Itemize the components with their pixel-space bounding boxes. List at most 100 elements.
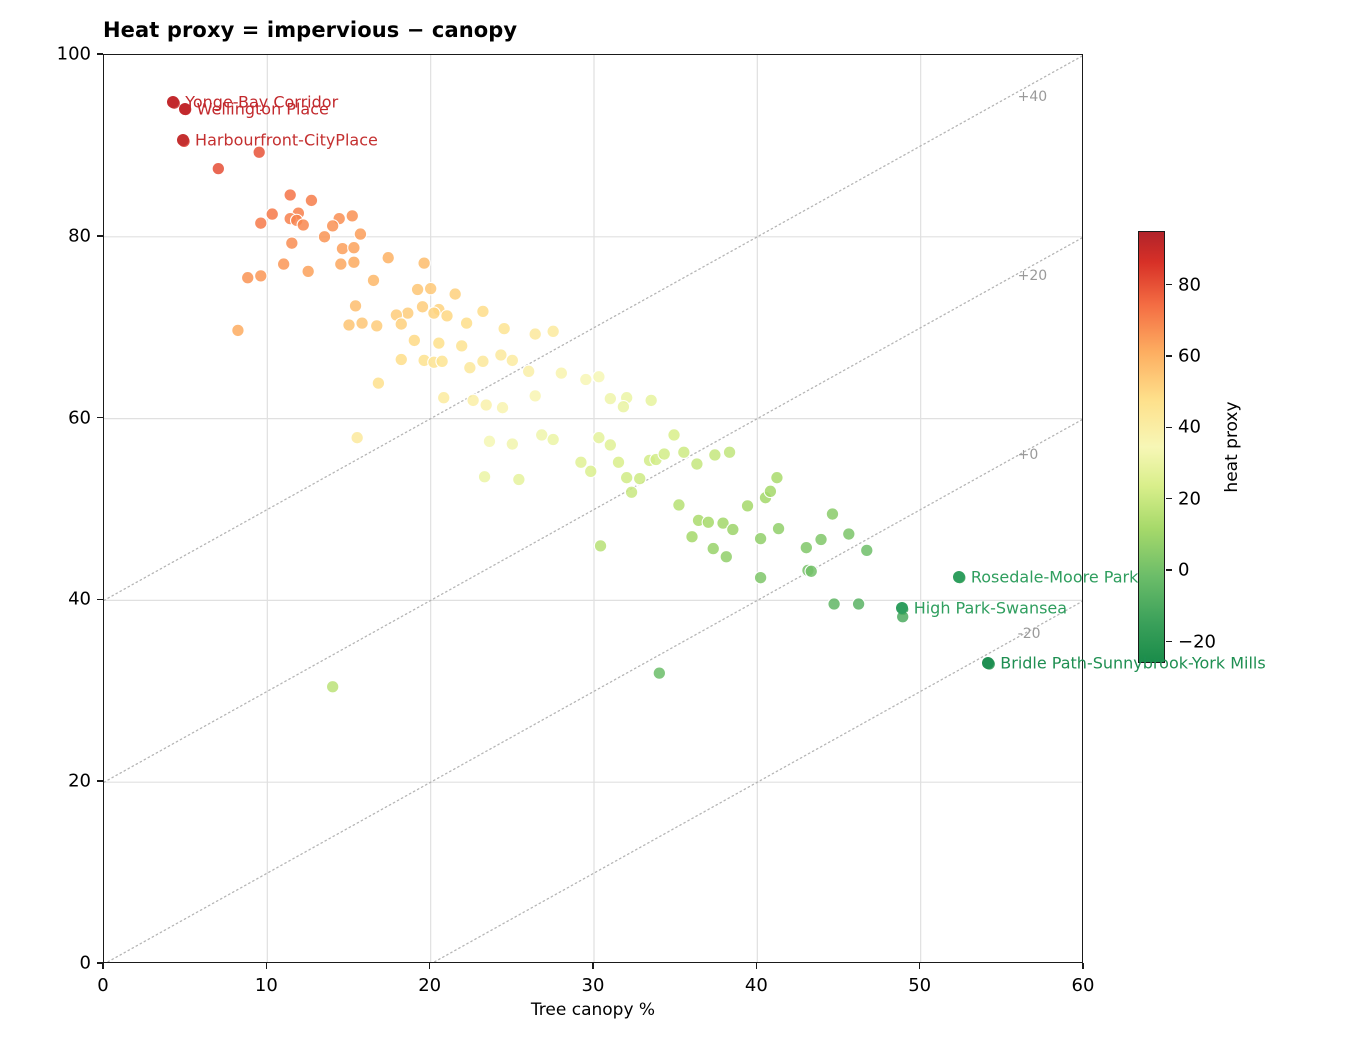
data-point[interactable] [381, 250, 395, 265]
data-point[interactable] [690, 457, 704, 471]
data-point[interactable] [482, 434, 497, 449]
data-point[interactable] [476, 304, 490, 319]
data-point[interactable] [423, 281, 438, 296]
data-point[interactable] [497, 321, 511, 336]
data-point[interactable] [435, 354, 449, 369]
data-point[interactable] [860, 543, 874, 558]
data-point[interactable] [432, 336, 446, 350]
data-point[interactable] [436, 390, 451, 405]
data-point[interactable] [353, 227, 368, 241]
data-point[interactable] [476, 354, 490, 369]
data-point[interactable] [479, 398, 493, 412]
data-point[interactable] [574, 455, 588, 469]
data-point[interactable] [619, 470, 634, 485]
data-point[interactable] [644, 393, 658, 408]
data-point[interactable] [814, 532, 828, 547]
data-point[interactable] [706, 541, 720, 556]
data-point[interactable] [592, 430, 606, 445]
data-point[interactable] [657, 447, 671, 461]
data-point[interactable] [753, 531, 768, 546]
data-point[interactable] [325, 219, 340, 233]
data-point[interactable] [370, 319, 384, 333]
data-point[interactable] [276, 257, 291, 271]
data-point[interactable] [285, 236, 299, 250]
data-point[interactable] [394, 317, 409, 331]
data-point[interactable] [459, 316, 474, 330]
data-point[interactable] [770, 470, 784, 485]
data-point[interactable] [477, 470, 492, 484]
annotated-data-point[interactable] [178, 102, 191, 115]
data-point[interactable] [240, 270, 255, 285]
data-point[interactable] [371, 376, 386, 390]
data-point[interactable] [254, 269, 268, 283]
data-point[interactable] [583, 464, 598, 479]
data-point[interactable] [616, 400, 631, 414]
data-point[interactable] [753, 570, 768, 585]
data-point[interactable] [211, 161, 226, 176]
data-point[interactable] [652, 666, 667, 680]
data-point[interactable] [325, 680, 340, 694]
data-point[interactable] [603, 391, 618, 406]
data-point[interactable] [317, 230, 332, 244]
data-point[interactable] [592, 370, 606, 384]
data-point[interactable] [347, 255, 361, 270]
data-point[interactable] [301, 264, 315, 279]
data-point[interactable] [350, 430, 364, 445]
data-point[interactable] [603, 438, 618, 452]
data-point[interactable] [624, 485, 639, 499]
annotated-data-point[interactable] [895, 602, 908, 615]
data-point[interactable] [579, 372, 593, 387]
data-point[interactable] [417, 256, 431, 270]
annotated-data-point[interactable] [177, 134, 190, 147]
data-point[interactable] [494, 348, 508, 362]
data-point[interactable] [394, 352, 409, 367]
data-point[interactable] [708, 448, 722, 462]
data-point[interactable] [667, 428, 681, 442]
data-point[interactable] [345, 209, 360, 223]
data-point[interactable] [495, 400, 510, 415]
data-point[interactable] [342, 318, 356, 332]
data-point[interactable] [593, 539, 608, 553]
data-point[interactable] [466, 393, 480, 408]
data-point[interactable] [726, 522, 740, 537]
data-point[interactable] [672, 498, 686, 512]
data-point[interactable] [740, 499, 755, 513]
data-point[interactable] [771, 521, 786, 536]
data-point[interactable] [407, 333, 422, 348]
data-point[interactable] [366, 273, 381, 288]
data-point[interactable] [355, 316, 369, 330]
data-point[interactable] [505, 437, 520, 451]
data-point[interactable] [799, 540, 814, 555]
data-point[interactable] [252, 145, 266, 160]
data-point[interactable] [825, 507, 840, 521]
data-point[interactable] [719, 550, 734, 564]
data-point[interactable] [440, 309, 454, 323]
data-point[interactable] [463, 360, 477, 375]
data-point[interactable] [296, 218, 311, 232]
data-point[interactable] [304, 193, 319, 208]
data-point[interactable] [716, 516, 730, 530]
data-point[interactable] [546, 324, 560, 339]
data-point[interactable] [546, 432, 560, 447]
annotated-data-point[interactable] [982, 657, 995, 670]
annotated-data-point[interactable] [167, 96, 180, 109]
annotated-data-point[interactable] [952, 570, 965, 583]
data-point[interactable] [827, 597, 841, 611]
data-point[interactable] [804, 564, 818, 579]
data-point[interactable] [348, 299, 363, 313]
data-point[interactable] [763, 484, 778, 499]
data-point[interactable] [334, 257, 348, 271]
data-point[interactable] [347, 240, 361, 255]
data-point[interactable] [677, 445, 691, 459]
data-point[interactable] [528, 327, 542, 341]
data-point[interactable] [632, 471, 647, 486]
data-point[interactable] [528, 389, 542, 403]
data-point[interactable] [701, 515, 716, 529]
data-point[interactable] [505, 353, 520, 368]
data-point[interactable] [722, 445, 737, 459]
data-point[interactable] [231, 323, 245, 338]
data-point[interactable] [265, 207, 279, 221]
data-point[interactable] [401, 306, 415, 320]
data-point[interactable] [410, 282, 425, 297]
data-point[interactable] [534, 428, 549, 442]
